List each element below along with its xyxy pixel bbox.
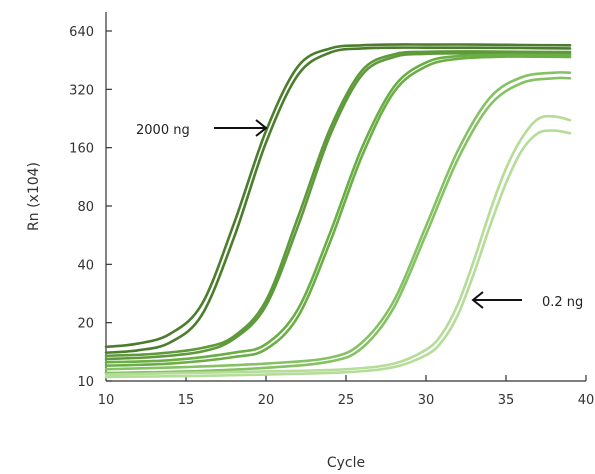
x-tick-label: 35 <box>498 393 515 408</box>
amplification-curve-5 <box>104 53 572 364</box>
amplification-curve-10 <box>104 129 572 379</box>
y-axis-title: Rn (x104) <box>26 162 42 231</box>
arrow-2000ng-head <box>255 119 268 137</box>
amplification-curve-9 <box>104 114 572 376</box>
annotation-2000ng: 2000 ng <box>136 123 190 138</box>
y-tick-label: 640 <box>69 25 94 40</box>
x-tick-label: 25 <box>338 393 355 408</box>
amplification-curve-3 <box>104 50 572 358</box>
amplification-curve-7 <box>104 71 572 371</box>
annotations: 2000 ng 0.2 ng <box>136 119 583 310</box>
y-tick-label: 20 <box>77 317 94 332</box>
amplification-curve-6 <box>104 55 572 367</box>
y-tick-label: 320 <box>69 83 94 98</box>
y-tick-label: 10 <box>77 375 94 390</box>
x-tick-label: 20 <box>258 393 275 408</box>
amplification-curve-2 <box>104 46 572 354</box>
amplification-curves <box>104 43 572 379</box>
annotation-0-2ng: 0.2 ng <box>542 295 583 310</box>
x-tick-label: 40 <box>578 393 595 408</box>
arrow-0-2ng-head <box>471 291 484 309</box>
x-tick-label: 30 <box>418 393 435 408</box>
amplification-curve-1 <box>104 43 572 349</box>
x-axis-title: Cycle <box>327 455 365 471</box>
y-tick-label: 160 <box>69 142 94 157</box>
amplification-curve-4 <box>104 51 572 361</box>
y-tick-label: 80 <box>77 200 94 215</box>
amplification-curve-8 <box>104 76 572 375</box>
y-ticks: 10 20 40 80 160 320 640 <box>69 25 112 390</box>
axes: 10 15 20 25 30 35 40 10 20 40 80 160 320 640 <box>69 12 594 408</box>
x-tick-label: 15 <box>178 393 195 408</box>
x-ticks: 10 15 20 25 30 35 40 <box>98 375 595 408</box>
y-tick-label: 40 <box>77 258 94 273</box>
x-tick-label: 10 <box>98 393 115 408</box>
